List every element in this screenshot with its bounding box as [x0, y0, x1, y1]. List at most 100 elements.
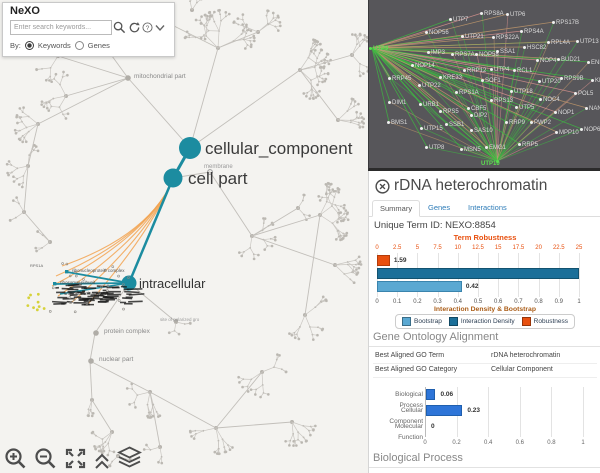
close-icon[interactable] — [375, 179, 390, 194]
gene-label-utp8[interactable]: UTP8 — [429, 145, 445, 151]
gene-label-utp4[interactable]: UTP4 — [494, 67, 510, 73]
gene-node[interactable] — [555, 131, 558, 134]
gene-node[interactable] — [387, 121, 390, 124]
gene-label-utp7[interactable]: UTP7 — [453, 17, 469, 23]
gene-node[interactable] — [388, 77, 391, 80]
gene-label-rps13[interactable]: RPS13 — [494, 98, 514, 104]
gene-label-msn5[interactable]: MSN5 — [464, 147, 481, 153]
gene-node[interactable] — [552, 21, 555, 24]
gene-node[interactable] — [420, 127, 423, 130]
gene-label-dip2[interactable]: DIP2 — [474, 113, 488, 119]
gene-label-rps8a[interactable]: RPS8A — [484, 11, 504, 17]
gene-node[interactable] — [523, 46, 526, 49]
gene-label-rps9b[interactable]: RPS9B — [564, 76, 584, 82]
help-icon[interactable]: ? — [142, 22, 153, 33]
gene-node[interactable] — [411, 64, 414, 67]
gene-label-hsc82[interactable]: HSC82 — [527, 45, 547, 51]
gene-node[interactable] — [481, 79, 484, 82]
gene-node[interactable] — [418, 84, 421, 87]
gene-label-utp5[interactable]: UTP5 — [519, 105, 535, 111]
gene-label-pwp2[interactable]: PWP2 — [534, 120, 552, 126]
gene-node[interactable] — [585, 107, 588, 110]
gene-node[interactable] — [547, 41, 550, 44]
gene-label-nop14[interactable]: NOP14 — [415, 63, 435, 69]
gene-label-emg1[interactable]: EMG1 — [489, 145, 507, 151]
gene-node[interactable] — [475, 53, 478, 56]
gene-label-rps5[interactable]: RPS5 — [443, 109, 459, 115]
gene-node[interactable] — [539, 98, 542, 101]
gene-label-noc4[interactable]: NOC4 — [543, 97, 560, 103]
gene-node[interactable] — [506, 13, 509, 16]
tab-summary[interactable]: Summary — [372, 200, 421, 217]
gene-label-rrp45[interactable]: RRP45 — [392, 76, 412, 82]
gene-label-rps1a[interactable]: RPS1A — [459, 90, 479, 96]
layers-icon[interactable] — [117, 446, 142, 470]
gene-node[interactable] — [427, 51, 430, 54]
gene-node[interactable] — [425, 146, 428, 149]
gene-label-utp6[interactable]: UTP6 — [510, 12, 526, 18]
search-icon[interactable] — [113, 21, 126, 34]
gene-label-nan1[interactable]: NAN1 — [589, 106, 600, 112]
tab-genes[interactable]: Genes — [428, 203, 451, 212]
gene-node[interactable] — [455, 91, 458, 94]
gene-label-bud21[interactable]: BUD21 — [561, 57, 581, 63]
gene-node[interactable] — [461, 35, 464, 38]
gene-label-ssa1[interactable]: SSA1 — [500, 49, 516, 55]
gene-label-rcl1[interactable]: RCL1 — [517, 68, 533, 74]
gene-label-utp20[interactable]: UTP20 — [542, 79, 561, 85]
legend-item-interaction-density[interactable]: Interaction Density — [448, 317, 515, 326]
gene-label-rps17b[interactable]: RPS17B — [556, 20, 580, 26]
node-intracellular[interactable] — [121, 275, 137, 291]
search-input[interactable] — [10, 20, 112, 35]
zoom-in-icon[interactable] — [4, 447, 27, 470]
gene-node[interactable] — [580, 128, 583, 131]
gene-node[interactable] — [467, 107, 470, 110]
gene-label-urb1[interactable]: URB1 — [423, 102, 440, 108]
node-label-cellular-component[interactable]: cellular_component — [205, 139, 353, 158]
node-label-cell-part[interactable]: cell part — [188, 169, 248, 188]
gene-node[interactable] — [419, 103, 422, 106]
gene-node[interactable] — [445, 123, 448, 126]
gene-node[interactable] — [591, 79, 594, 82]
gene-label-ssb1[interactable]: SSB1 — [449, 122, 465, 128]
gene-node[interactable] — [576, 40, 579, 43]
gene-node[interactable] — [439, 110, 442, 113]
legend-item-bootstrap[interactable]: Bootstrap — [402, 317, 442, 326]
gene-label-rrp9[interactable]: RRP9 — [509, 120, 526, 126]
gene-node[interactable] — [449, 18, 452, 21]
gene-node[interactable] — [460, 148, 463, 151]
gene-label-bms1[interactable]: BMS1 — [391, 120, 408, 126]
gene-node[interactable] — [480, 12, 483, 15]
gene-label-utp15[interactable]: UTP15 — [424, 126, 443, 132]
gene-node[interactable] — [515, 106, 518, 109]
gene-node[interactable] — [470, 114, 473, 117]
gene-node[interactable] — [520, 30, 523, 33]
gene-label-rps7a[interactable]: RPS7A — [455, 52, 475, 58]
gene-label-rps4a[interactable]: RPS4A — [524, 29, 544, 35]
gene-label-utp22[interactable]: UTP22 — [422, 83, 441, 89]
gene-label-utp13[interactable]: UTP13 — [580, 39, 599, 45]
gene-node[interactable] — [463, 69, 466, 72]
gene-label-dim1[interactable]: DIM1 — [392, 100, 407, 106]
gene-node[interactable] — [518, 143, 521, 146]
gene-node[interactable] — [505, 121, 508, 124]
gene-label-nop1[interactable]: NOP1 — [558, 110, 575, 116]
node-cell-part[interactable] — [163, 168, 183, 188]
gene-node[interactable] — [587, 61, 590, 64]
tab-interactions[interactable]: Interactions — [468, 203, 507, 212]
gene-node[interactable] — [496, 160, 499, 163]
radio-keywords[interactable] — [24, 41, 34, 50]
gene-node[interactable] — [557, 58, 560, 61]
gene-node[interactable] — [574, 92, 577, 95]
gene-node[interactable] — [560, 77, 563, 80]
gene-label-utp18[interactable]: UTP18 — [514, 89, 533, 95]
node-label-intracellular[interactable]: intracellular — [139, 276, 206, 291]
gene-label-rps22a[interactable]: RPS22A — [496, 35, 520, 41]
gene-node[interactable] — [451, 53, 454, 56]
gene-label-utp9[interactable]: UTP9 — [373, 46, 389, 52]
gene-node[interactable] — [439, 76, 442, 79]
gene-label-nop58[interactable]: NOP58 — [479, 52, 499, 58]
collapse-up-icon[interactable] — [94, 453, 110, 470]
gene-node[interactable] — [492, 36, 495, 39]
gene-node[interactable] — [425, 31, 428, 34]
